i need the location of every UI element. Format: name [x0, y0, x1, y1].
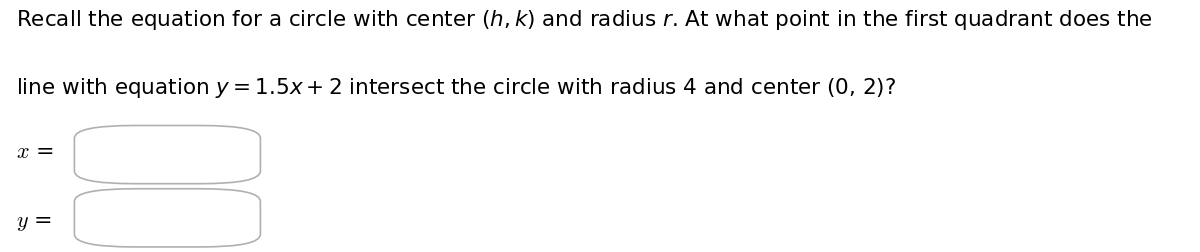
Text: $x$ =: $x$ =: [16, 141, 54, 161]
Text: $y$ =: $y$ =: [16, 212, 52, 232]
FancyBboxPatch shape: [74, 126, 260, 184]
Text: line with equation $y = 1.5x + 2$ intersect the circle with radius 4 and center : line with equation $y = 1.5x + 2$ inters…: [16, 76, 895, 100]
FancyBboxPatch shape: [74, 189, 260, 247]
Text: Recall the equation for a circle with center $(h, k)$ and radius $r$. At what po: Recall the equation for a circle with ce…: [16, 8, 1152, 32]
